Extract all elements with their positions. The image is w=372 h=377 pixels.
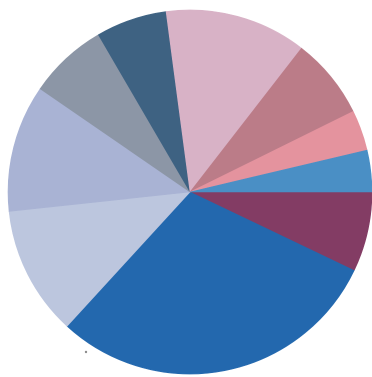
pie-slice-4 xyxy=(7,88,191,212)
pie-slice-2 xyxy=(66,191,355,375)
pie-slice-3 xyxy=(8,191,191,327)
scan-speck xyxy=(84,350,88,354)
pie-slices xyxy=(7,9,372,375)
pie-slice-7 xyxy=(165,9,302,193)
